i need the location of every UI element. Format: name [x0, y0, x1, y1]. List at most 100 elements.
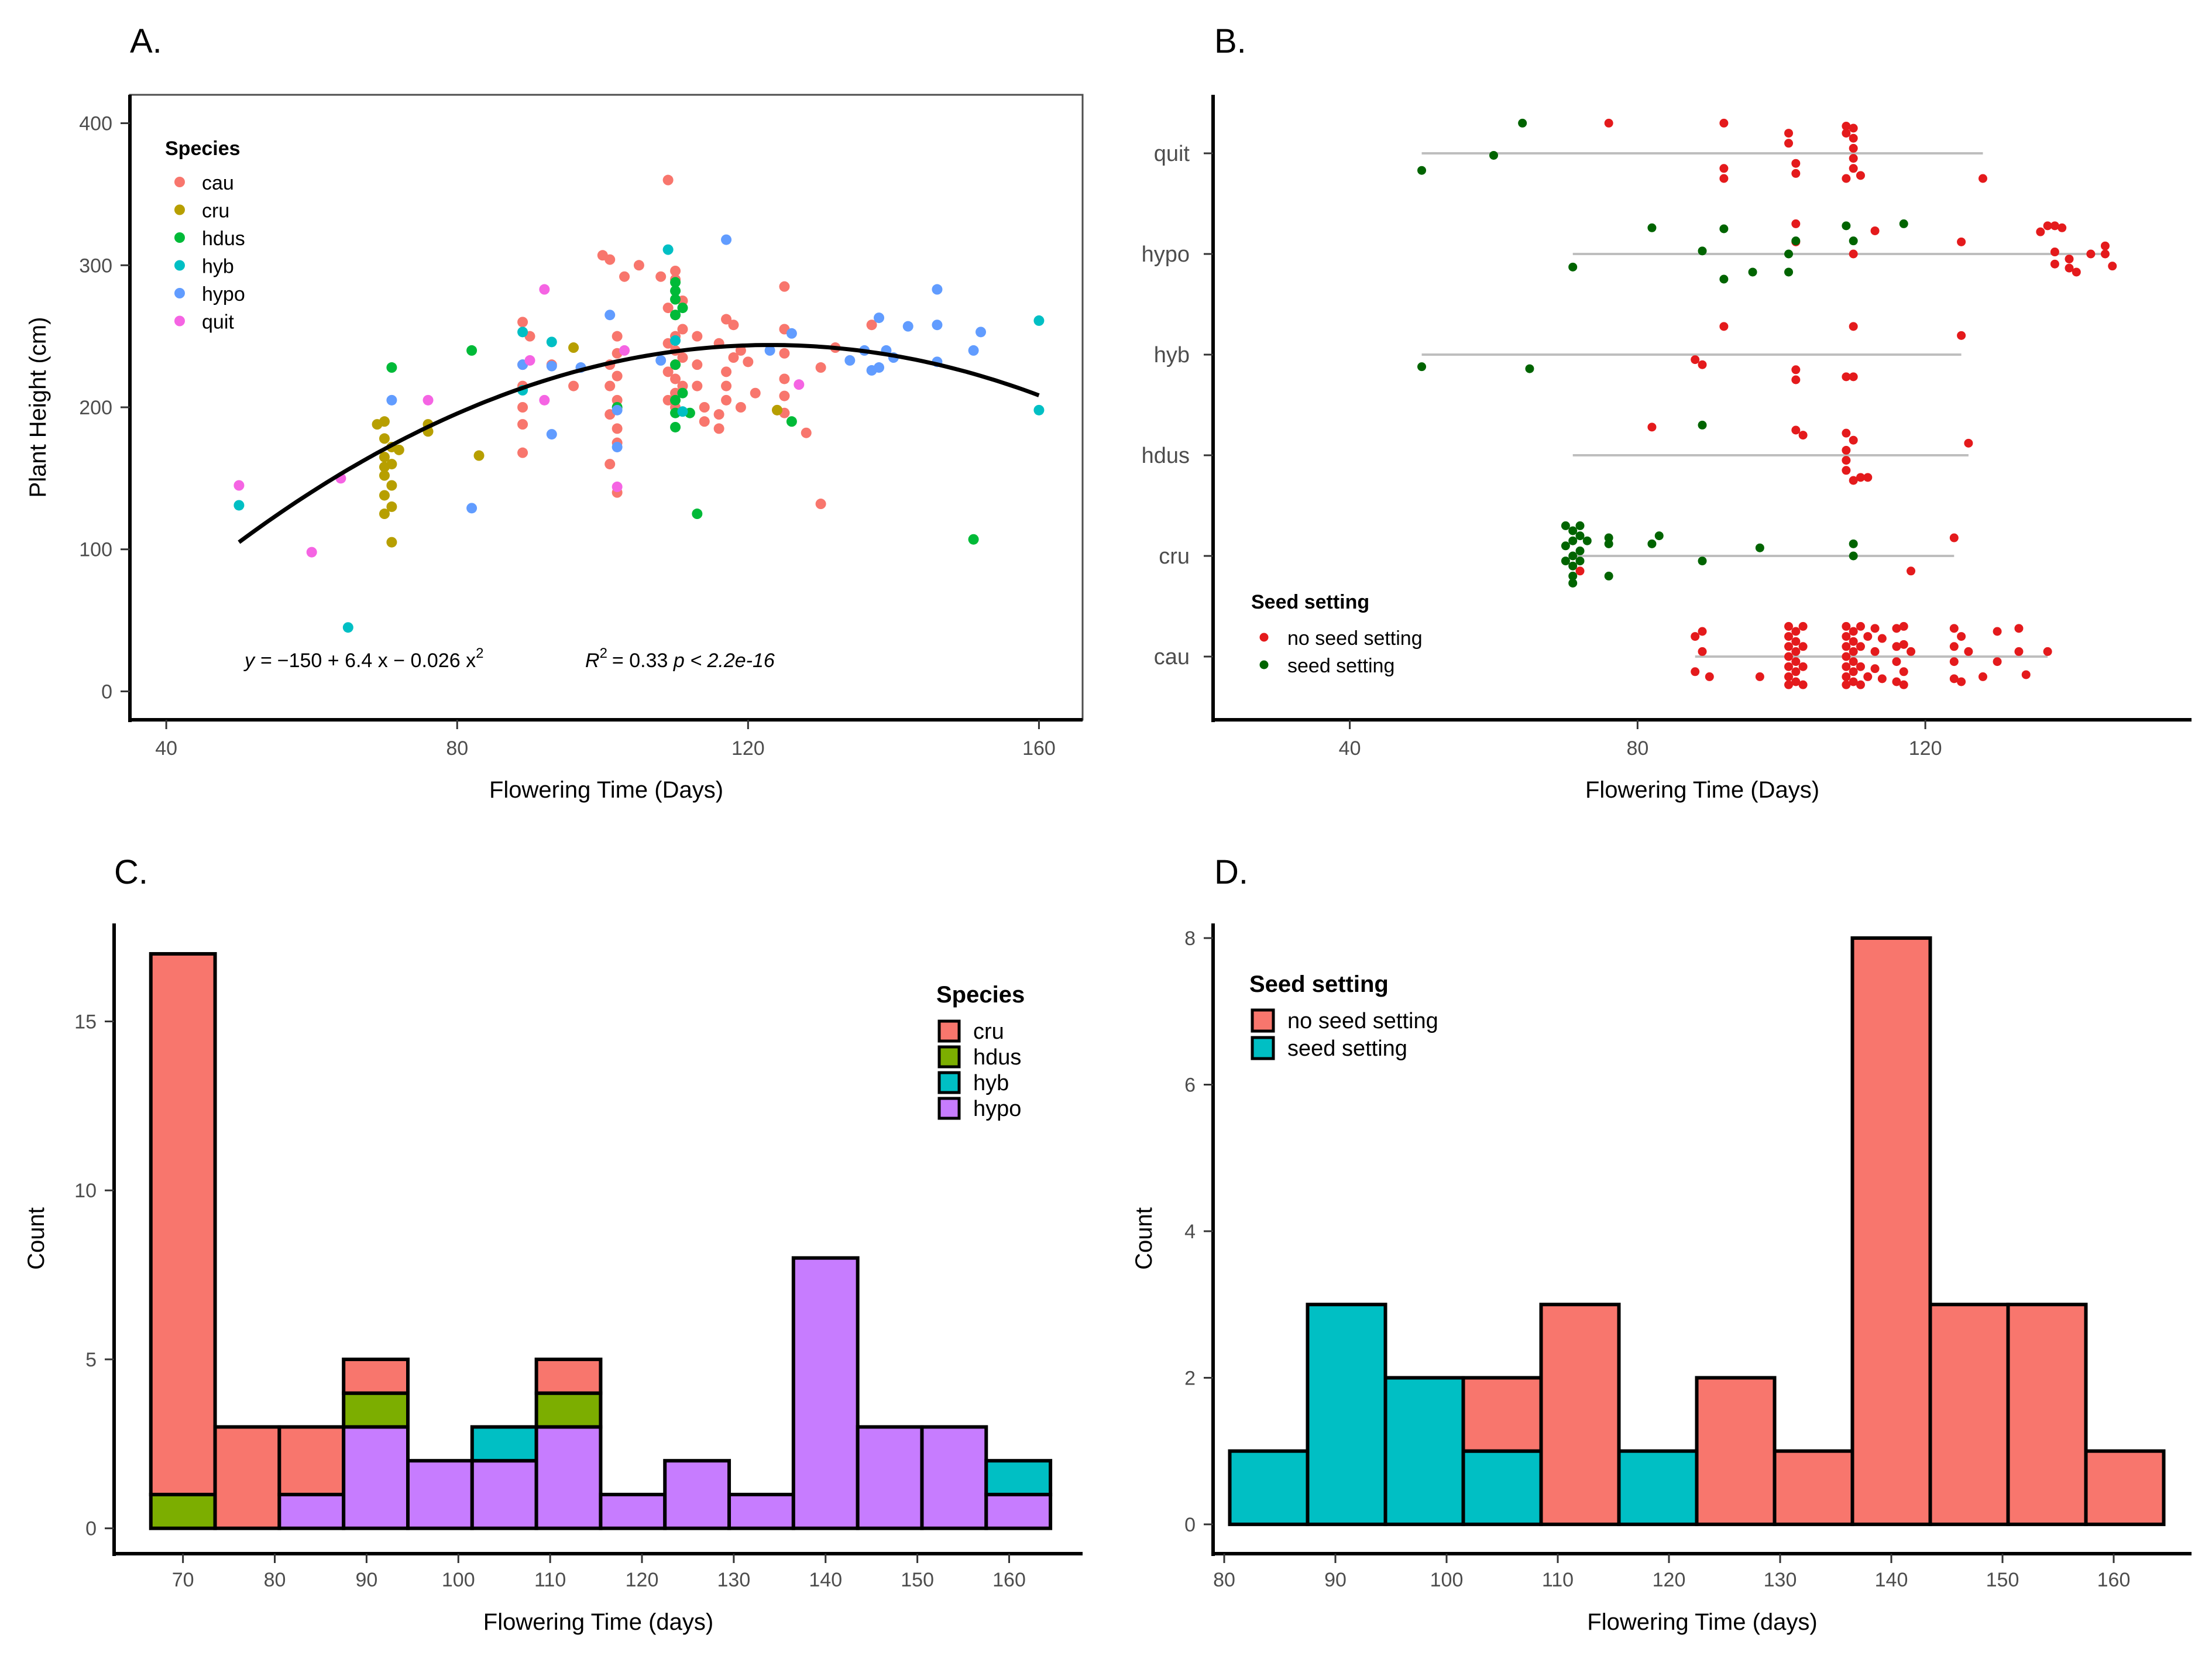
point-no-seed: [1842, 680, 1851, 689]
x-tick-label: 40: [1339, 737, 1361, 760]
y-tick-label: 15: [74, 1011, 97, 1033]
point-no-seed: [1791, 637, 1801, 646]
point-seed: [1698, 246, 1707, 256]
point-no-seed: [1849, 476, 1858, 485]
point-hdus: [677, 387, 688, 399]
point-no-seed: [1849, 637, 1858, 646]
point-no-seed: [1842, 642, 1851, 651]
point-cru: [379, 451, 390, 462]
legend-label-hyb: hyb: [202, 256, 234, 278]
point-no-seed: [1849, 372, 1858, 382]
panel-a-frame: [129, 94, 1084, 721]
point-hdus: [670, 359, 681, 370]
point-no-seed: [1791, 159, 1801, 168]
point-cru: [568, 342, 579, 353]
point-hypo: [604, 310, 616, 321]
point-cau: [662, 303, 674, 314]
point-no-seed: [1849, 164, 1858, 173]
point-seed: [1518, 118, 1527, 128]
point-cru: [386, 480, 397, 491]
point-cau: [735, 402, 746, 413]
point-seed: [1654, 531, 1664, 541]
point-hypo: [612, 404, 623, 415]
bar-hypo: [984, 1492, 1053, 1530]
point-seed: [1604, 533, 1613, 542]
point-no-seed: [1957, 677, 1966, 686]
point-no-seed: [1957, 632, 1966, 641]
legend-label-cru: cru: [202, 200, 229, 222]
bar-hypo: [599, 1492, 667, 1530]
point-hypo: [786, 328, 797, 339]
point-cau: [612, 423, 623, 434]
point-no-seed: [1870, 647, 1880, 656]
point-cau: [721, 394, 732, 406]
point-hypo: [932, 320, 943, 331]
bar-hypo: [470, 1459, 538, 1530]
point-no-seed: [1698, 647, 1707, 656]
point-cau: [779, 281, 790, 292]
point-no-seed: [2043, 647, 2052, 656]
point-hdus: [786, 416, 797, 427]
point-cau: [721, 380, 732, 391]
bar-seed: [1306, 1303, 1387, 1526]
bar-hypo: [663, 1459, 731, 1530]
point-no-seed: [1892, 657, 1901, 667]
point-no-seed: [1964, 438, 1973, 448]
point-cau: [633, 260, 644, 271]
bar-cru: [149, 952, 217, 1496]
point-hypo: [932, 284, 943, 295]
point-seed: [1604, 539, 1613, 548]
point-no-seed: [1842, 466, 1851, 475]
legend-key-cau: [174, 177, 185, 187]
point-hypo: [874, 312, 885, 324]
y-tick-label: 10: [74, 1180, 97, 1202]
point-cru: [379, 509, 390, 520]
point-no-seed: [1964, 647, 1973, 656]
y-tick-label: 0: [1184, 1514, 1196, 1536]
point-cau: [699, 416, 710, 427]
point-no-seed: [1791, 627, 1801, 636]
point-no-seed: [1698, 627, 1707, 636]
point-cau: [662, 174, 674, 186]
point-cau: [692, 331, 703, 342]
point-seed: [1849, 551, 1858, 561]
x-tick-label: 160: [2097, 1569, 2131, 1591]
point-cau: [619, 271, 630, 282]
point-cru: [379, 490, 390, 501]
point-cru: [386, 501, 397, 512]
point-no-seed: [1791, 169, 1801, 178]
point-no-seed: [1842, 652, 1851, 661]
x-tick-label: 120: [1653, 1569, 1686, 1591]
point-seed: [1575, 546, 1585, 555]
point-no-seed: [1784, 680, 1794, 689]
legend-label-cau: cau: [202, 172, 234, 194]
y-tick-label: 8: [1184, 928, 1196, 950]
bar-no-seed: [1773, 1449, 1854, 1526]
bar-hypo: [791, 1256, 860, 1530]
legend-key-hyb: [937, 1071, 961, 1094]
point-cau: [713, 423, 724, 434]
point-no-seed: [2036, 227, 2045, 236]
bar-hypo: [727, 1492, 795, 1530]
panel-label: A.: [130, 22, 162, 60]
point-no-seed: [1957, 331, 1966, 340]
bar-no-seed: [1539, 1303, 1621, 1526]
point-no-seed: [1870, 664, 1880, 674]
point-cau: [721, 314, 732, 325]
y-tick-label: 0: [101, 681, 112, 703]
point-no-seed: [1849, 143, 1858, 153]
bar-cru: [213, 1425, 281, 1530]
point-cau: [670, 265, 681, 276]
point-seed: [1719, 274, 1729, 284]
point-no-seed: [2021, 670, 2031, 679]
point-cau: [815, 499, 826, 510]
y-tick-label: 400: [79, 113, 112, 135]
point-quit: [524, 355, 535, 366]
point-cau: [612, 370, 623, 382]
x-tick-label: 100: [1430, 1569, 1464, 1591]
legend-key-cru: [937, 1019, 961, 1043]
bar-no-seed: [1850, 936, 1932, 1526]
point-no-seed: [1957, 237, 1966, 246]
point-cau: [655, 271, 667, 282]
x-tick-label: 90: [1324, 1569, 1347, 1591]
